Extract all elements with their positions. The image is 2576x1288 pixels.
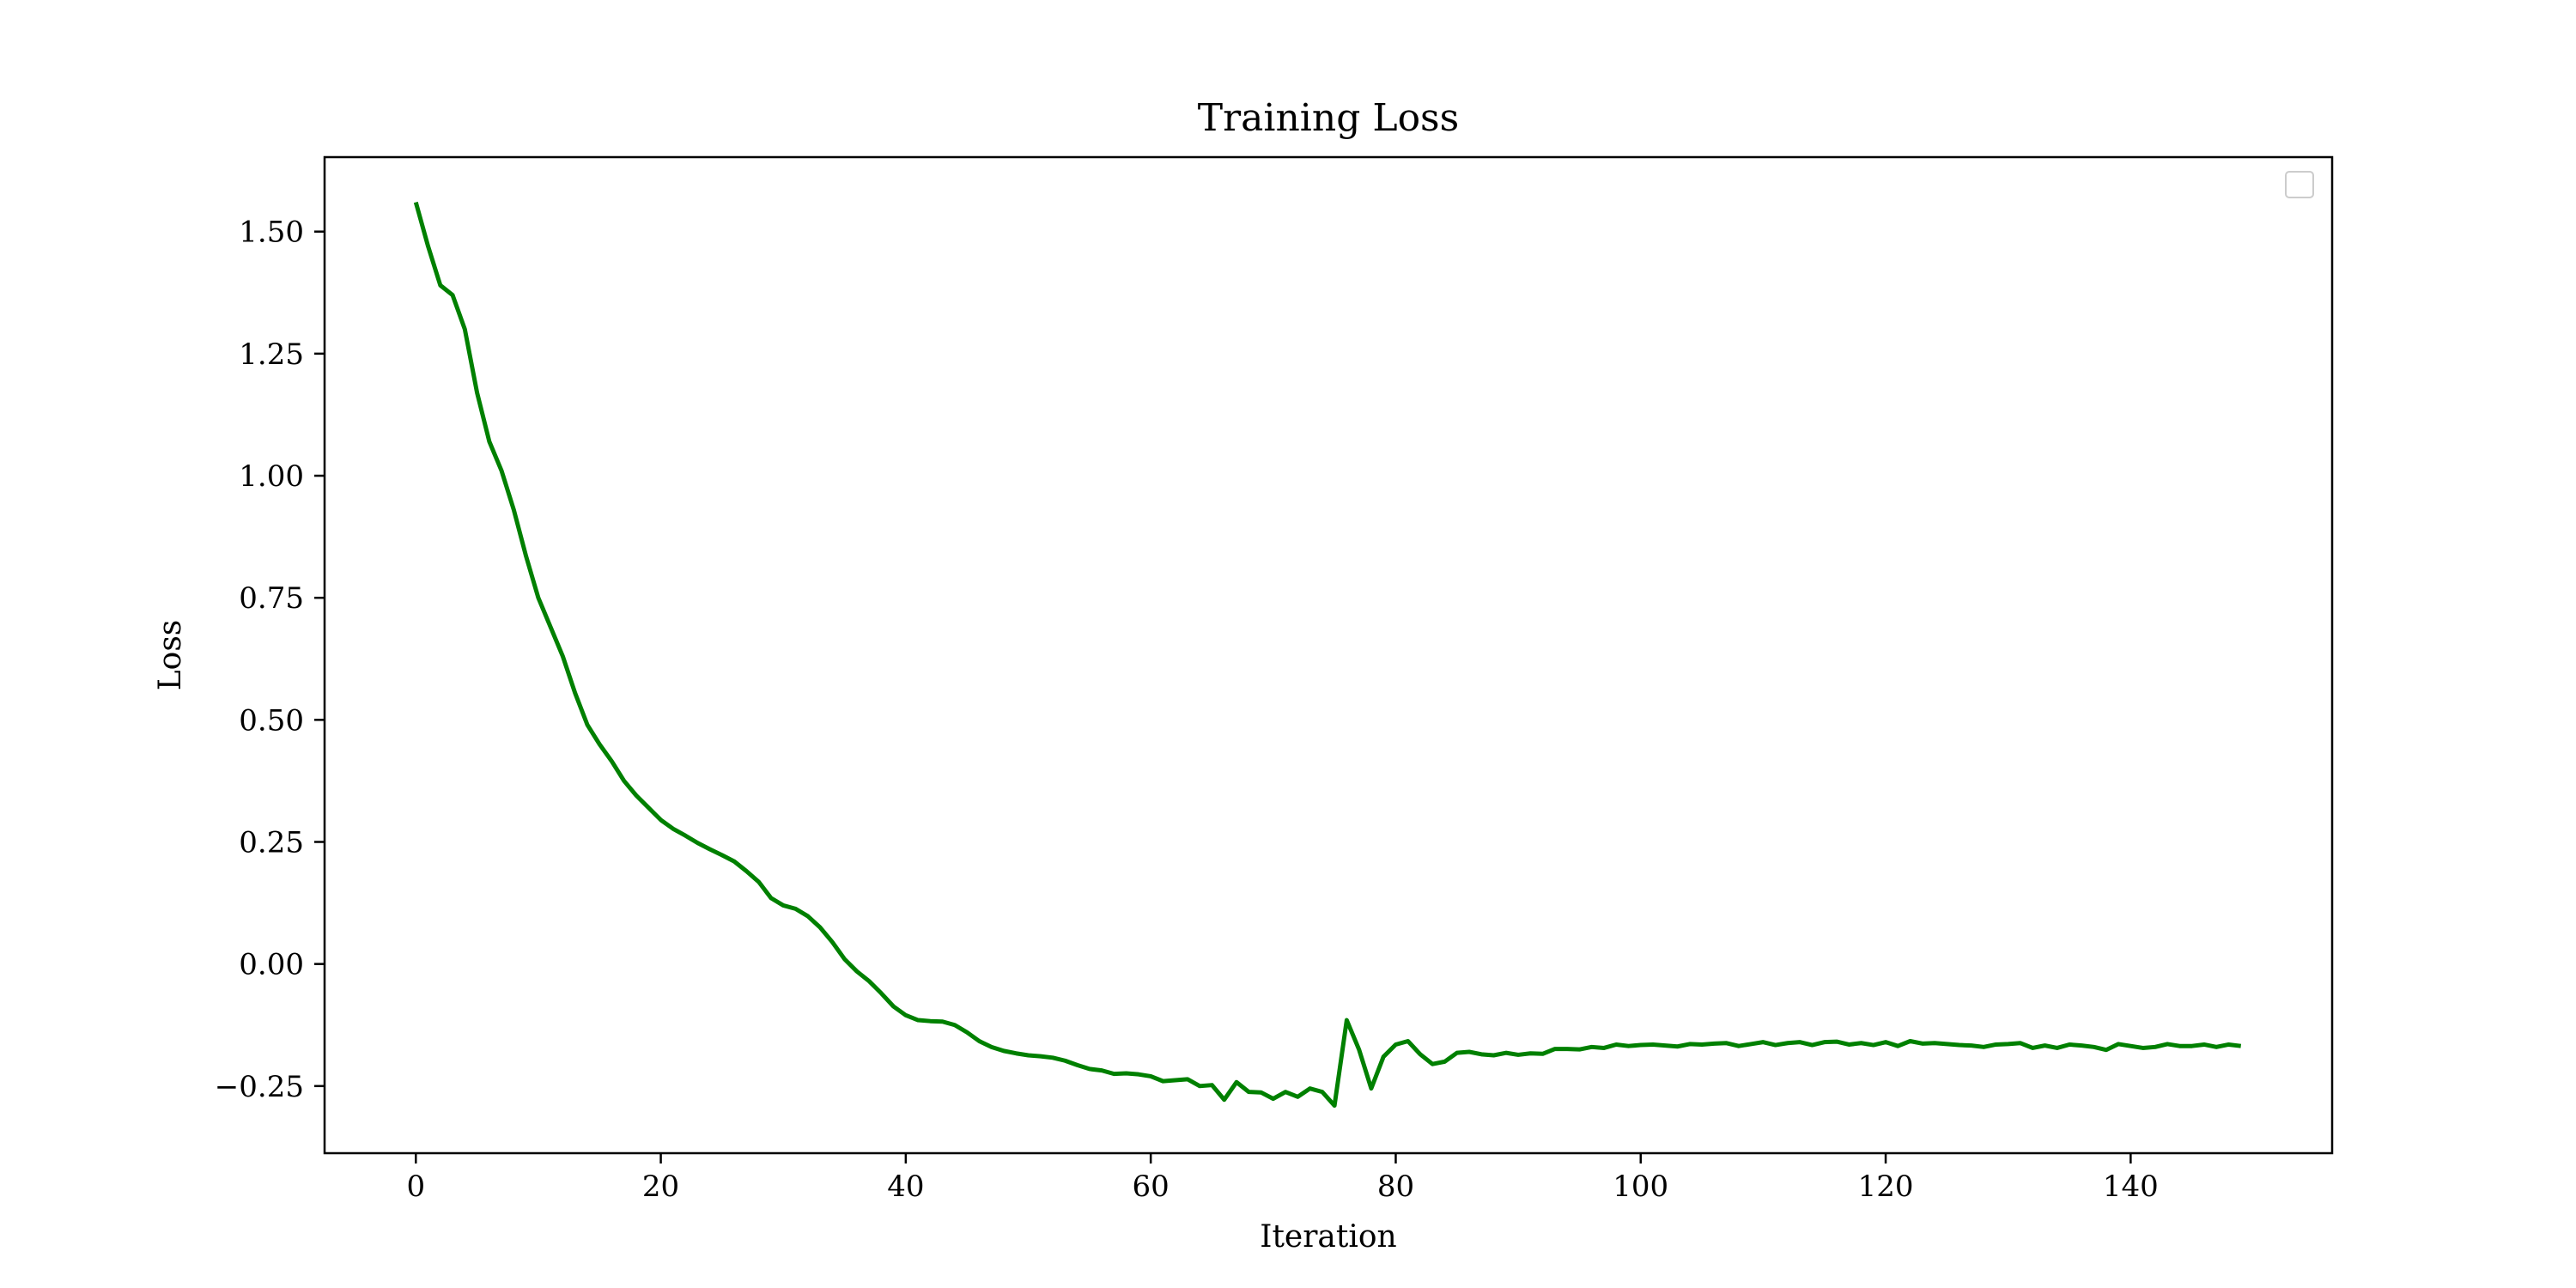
y-tick-label: 0.25 — [239, 826, 304, 860]
legend-box — [2286, 172, 2313, 197]
x-tick-label: 20 — [642, 1170, 679, 1204]
y-tick-label: −0.25 — [215, 1070, 304, 1104]
y-tick-label: 1.00 — [239, 459, 304, 494]
plot-area-background — [325, 157, 2332, 1153]
y-tick-label: 1.25 — [239, 337, 304, 372]
x-tick-label: 60 — [1133, 1170, 1170, 1204]
y-tick-label: 0.00 — [239, 948, 304, 982]
x-tick-label: 120 — [1858, 1170, 1914, 1204]
y-tick-label: 0.75 — [239, 581, 304, 616]
chart-title: Training Loss — [1198, 96, 1459, 140]
x-tick-label: 40 — [887, 1170, 924, 1204]
x-tick-label: 0 — [406, 1170, 425, 1204]
x-tick-label: 140 — [2103, 1170, 2159, 1204]
y-tick-label: 1.50 — [239, 216, 304, 250]
y-axis-label: Loss — [153, 620, 188, 691]
y-tick-label: 0.50 — [239, 703, 304, 738]
x-tick-label: 100 — [1613, 1170, 1668, 1204]
x-tick-label: 80 — [1377, 1170, 1414, 1204]
x-axis-label: Iteration — [1260, 1219, 1397, 1255]
